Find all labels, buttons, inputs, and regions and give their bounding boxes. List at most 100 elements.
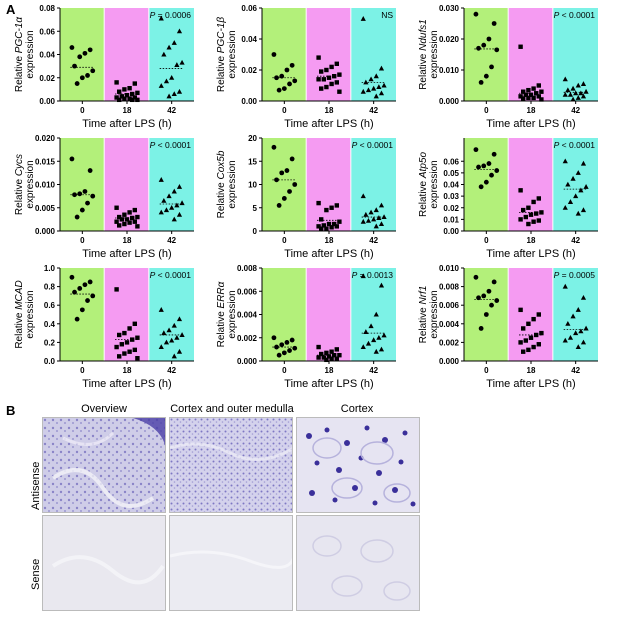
data-point	[526, 221, 531, 227]
group-band-42	[351, 8, 396, 101]
data-point	[363, 211, 369, 217]
data-point	[486, 288, 492, 294]
x-tick-label: 42	[369, 366, 378, 375]
data-point	[87, 279, 93, 285]
data-point	[481, 163, 487, 169]
data-point	[114, 80, 119, 85]
data-point	[575, 82, 581, 88]
data-point	[176, 88, 183, 94]
data-point	[319, 226, 324, 231]
data-point	[171, 353, 177, 359]
x-tick-label: 18	[527, 106, 536, 115]
data-point	[378, 90, 385, 96]
chart-nrf1: 0.000 0.002 0.004 0.006 0.008 0.010 0 18 42 Time …	[418, 264, 598, 390]
group-band-0	[60, 268, 104, 361]
data-point	[69, 45, 75, 50]
data-point	[489, 64, 494, 70]
y-axis-label: Relative Nrf1	[418, 286, 429, 344]
y-tick-label: 15	[248, 157, 257, 166]
y-axis-label: Relative PGC-1β	[216, 17, 227, 92]
x-axis-label: Time after LPS (h)	[284, 378, 373, 390]
y-tick-label: 0.05	[443, 169, 459, 178]
data-point	[274, 344, 279, 350]
group-band-42	[553, 268, 598, 361]
data-point	[127, 86, 132, 91]
y-tick-label: 0.006	[237, 287, 258, 296]
data-point	[531, 316, 536, 322]
data-point	[77, 191, 83, 197]
data-point	[72, 289, 77, 295]
group-band-18	[104, 8, 149, 101]
micrograph-sense-cortex	[296, 515, 420, 611]
data-point	[365, 340, 372, 346]
y-tick-label: 0.010	[439, 66, 460, 75]
data-point	[373, 207, 379, 213]
data-point	[337, 89, 342, 94]
data-point	[570, 313, 576, 319]
data-point	[132, 81, 137, 86]
data-point	[573, 330, 579, 336]
data-point	[127, 210, 132, 215]
data-point	[324, 67, 329, 73]
data-point	[135, 335, 140, 340]
data-point	[174, 202, 180, 208]
data-point	[329, 205, 334, 210]
data-point	[567, 199, 574, 204]
data-point	[117, 354, 122, 359]
data-point	[321, 223, 326, 228]
data-point	[158, 177, 164, 182]
data-point	[518, 94, 523, 99]
data-point	[127, 326, 132, 331]
group-band-42	[149, 268, 194, 361]
y-tick-label: 0.008	[439, 283, 460, 292]
y-tick-label: 0.2	[44, 338, 56, 347]
data-point	[565, 321, 571, 326]
data-point	[117, 89, 122, 94]
data-point	[580, 339, 587, 345]
data-point	[578, 328, 584, 334]
data-point	[371, 216, 377, 222]
y-tick-label: 0.020	[439, 35, 460, 44]
data-point	[316, 355, 321, 360]
chart-pgc-1-: 0.00 0.02 0.04 0.06 0.08 0 18 42 Time after LPS …	[14, 4, 194, 130]
data-point	[575, 210, 581, 216]
data-point	[567, 334, 574, 340]
group-band-42	[351, 138, 396, 231]
data-point	[578, 90, 584, 96]
data-point	[360, 218, 366, 224]
y-tick-label: 0.006	[439, 301, 460, 310]
data-point	[158, 15, 164, 21]
data-point	[171, 216, 177, 222]
y-axis-label: Relative ERRα	[216, 281, 227, 347]
data-point	[72, 63, 77, 69]
x-tick-label: 18	[527, 236, 536, 245]
data-point	[284, 67, 290, 73]
data-point	[491, 151, 497, 157]
data-point	[114, 344, 119, 350]
y-axis-label: Relative Atp5o	[418, 152, 429, 217]
data-point	[562, 158, 568, 164]
x-tick-label: 18	[123, 366, 132, 375]
p-value-label: NS	[381, 10, 393, 20]
data-point	[526, 347, 531, 353]
chart-err-: 0.000 0.002 0.004 0.006 0.008 0 18 42 Time after…	[216, 264, 396, 390]
data-point	[132, 219, 137, 224]
x-tick-label: 42	[167, 236, 176, 245]
data-point	[166, 93, 172, 99]
y-tick-label: 0.020	[35, 134, 56, 143]
data-point	[523, 214, 528, 220]
y-tick-label: 0.030	[439, 4, 460, 13]
data-point	[531, 86, 536, 91]
y-tick-label: 0.002	[237, 334, 258, 343]
data-point	[536, 196, 541, 201]
data-point	[329, 356, 334, 361]
y-tick-label: 0	[253, 227, 258, 236]
data-point	[373, 223, 379, 229]
data-point	[478, 326, 484, 331]
data-point	[373, 348, 379, 354]
column-title-cortex: Cortex	[340, 403, 374, 415]
chart-atp5o: 0.00 0.01 0.02 0.03 0.04 0.05 0.06 0 18 42 Time af…	[418, 138, 598, 260]
data-point	[534, 332, 539, 338]
data-point	[476, 164, 481, 170]
y-tick-label: 0.015	[35, 157, 56, 166]
